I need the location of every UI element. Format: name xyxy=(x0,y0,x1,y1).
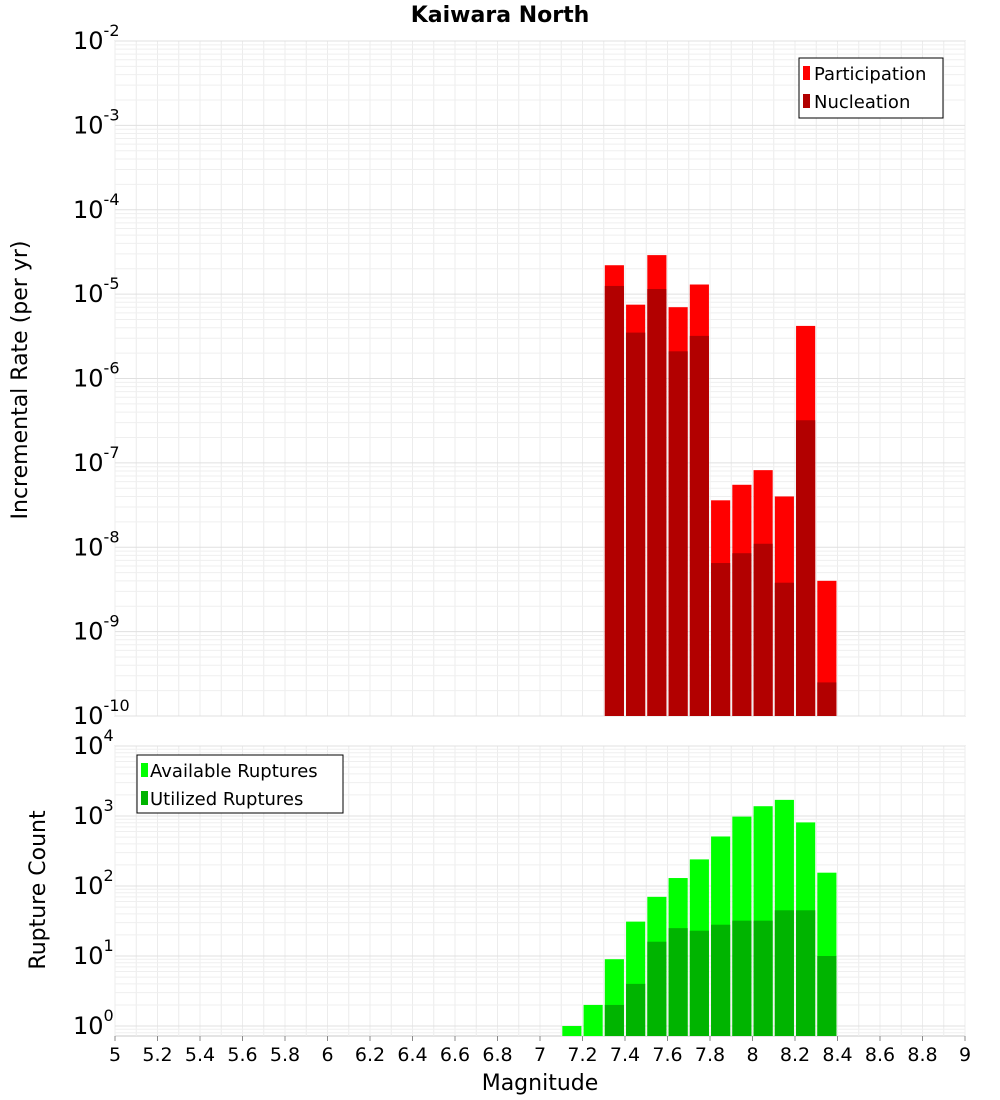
x-tick-label: 8 xyxy=(746,1044,758,1066)
utilized-ruptures-bar xyxy=(774,910,794,1036)
utilized-ruptures-bar xyxy=(817,956,837,1036)
count-y-axis-label: Rupture Count xyxy=(26,810,51,970)
utilized-ruptures-bar xyxy=(689,930,709,1036)
utilized-legend-label: Utilized Ruptures xyxy=(150,789,303,810)
count-y-ticks: 100 101 102 103 104 xyxy=(73,726,114,1040)
x-axis-label: Magnitude xyxy=(482,1071,599,1096)
x-tick-label: 8.6 xyxy=(865,1044,895,1066)
count-bars xyxy=(562,799,837,1036)
nucleation-bar xyxy=(689,335,709,716)
count-y-tick-label: 104 xyxy=(73,726,114,760)
x-tick-label: 6.8 xyxy=(482,1044,512,1066)
nucleation-bar xyxy=(753,543,773,716)
rate-y-tick-label: 10-5 xyxy=(73,274,120,308)
utilized-ruptures-bar xyxy=(711,924,731,1036)
nucleation-bar xyxy=(668,351,688,716)
available-legend-swatch xyxy=(141,763,148,777)
rate-y-axis-label: Incremental Rate (per yr) xyxy=(8,241,33,520)
available-legend-label: Available Ruptures xyxy=(150,761,318,782)
x-tick-label: 5.4 xyxy=(185,1044,215,1066)
nucleation-legend-label: Nucleation xyxy=(814,92,910,113)
rate-y-tick-label: 10-10 xyxy=(73,696,130,730)
x-tick-label: 5.8 xyxy=(270,1044,300,1066)
x-tick-label: 7.4 xyxy=(610,1044,640,1066)
participation-legend-swatch xyxy=(803,66,810,80)
count-y-tick-label: 102 xyxy=(73,866,114,900)
x-tick-label: 8.2 xyxy=(780,1044,810,1066)
participation-legend-label: Participation xyxy=(814,64,926,85)
x-tick-label: 9 xyxy=(959,1044,971,1066)
nucleation-bar xyxy=(647,289,667,716)
participation-bar xyxy=(817,580,837,716)
nucleation-bar xyxy=(796,420,816,716)
x-tick-label: 6.4 xyxy=(397,1044,427,1066)
x-tick-label: 7 xyxy=(534,1044,546,1066)
x-tick-label: 8.8 xyxy=(907,1044,937,1066)
chart-title: Kaiwara North xyxy=(411,3,590,28)
count-y-tick-label: 101 xyxy=(73,936,114,970)
rate-legend: Participation Nucleation xyxy=(798,57,944,119)
count-y-tick-label: 100 xyxy=(73,1006,114,1040)
rate-y-tick-label: 10-7 xyxy=(73,443,120,477)
utilized-legend-swatch xyxy=(141,791,148,805)
utilized-ruptures-bar xyxy=(753,920,773,1036)
nucleation-legend-swatch xyxy=(803,94,810,108)
utilized-ruptures-bar xyxy=(668,928,688,1036)
x-tick-label: 5.2 xyxy=(142,1044,172,1066)
x-tick-label: 5.6 xyxy=(227,1044,257,1066)
utilized-ruptures-bar xyxy=(647,941,667,1036)
x-tick-label: 7.8 xyxy=(695,1044,725,1066)
x-tick-label: 7.2 xyxy=(567,1044,597,1066)
x-tick-label: 5 xyxy=(109,1044,121,1066)
rate-y-tick-label: 10-9 xyxy=(73,612,120,646)
rate-y-tick-label: 10-8 xyxy=(73,527,120,561)
rate-legend-box xyxy=(798,57,944,119)
x-ticks: 5 5.2 5.4 5.6 5.8 6 6.2 6.4 6.6 6.8 7 7.2 7.4 7.6 7.8 8… xyxy=(109,1036,971,1066)
nucleation-bar xyxy=(626,332,646,716)
x-tick-label: 7.6 xyxy=(652,1044,682,1066)
count-legend-box xyxy=(136,754,344,814)
count-panel: 100 101 102 103 104 5 5.2 5.4 5.6 5.8 6 6.2 6.4 6.6 6… xyxy=(26,726,971,1096)
x-tick-label: 6.2 xyxy=(355,1044,385,1066)
available-ruptures-bar xyxy=(562,1026,582,1036)
count-y-tick-label: 103 xyxy=(73,796,114,830)
utilized-ruptures-bar xyxy=(732,920,752,1036)
rate-panel: 10-10 10-9 10-8 10-7 10-6 10-5 10-4 10-3 10-2 In… xyxy=(8,21,966,730)
nucleation-bar xyxy=(817,682,837,716)
nucleation-bar xyxy=(732,553,752,716)
count-legend: Available Ruptures Utilized Ruptures xyxy=(136,754,344,814)
nucleation-bar xyxy=(711,563,731,716)
rate-y-ticks: 10-10 10-9 10-8 10-7 10-6 10-5 10-4 10-3 10-2 xyxy=(73,21,130,730)
utilized-ruptures-bar xyxy=(796,910,816,1036)
rate-y-tick-label: 10-6 xyxy=(73,359,120,393)
nucleation-bar xyxy=(774,582,794,716)
utilized-ruptures-bar xyxy=(626,983,646,1036)
rate-y-tick-label: 10-4 xyxy=(73,190,120,224)
x-tick-label: 8.4 xyxy=(822,1044,852,1066)
x-tick-label: 6 xyxy=(321,1044,333,1066)
rate-bars xyxy=(604,255,837,716)
nucleation-bar xyxy=(604,285,624,716)
rate-y-tick-label: 10-3 xyxy=(73,105,120,139)
utilized-ruptures-bar xyxy=(604,1004,624,1036)
rate-y-tick-label: 10-2 xyxy=(73,21,120,55)
available-ruptures-bar xyxy=(583,1004,603,1036)
x-tick-label: 6.6 xyxy=(440,1044,470,1066)
rate-grid xyxy=(114,40,966,717)
